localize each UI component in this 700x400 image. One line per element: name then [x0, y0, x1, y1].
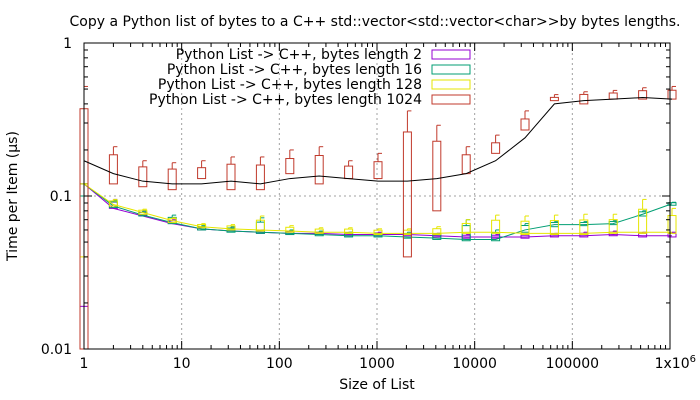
x-tick-label: 10000: [452, 356, 497, 372]
legend-swatch: [431, 79, 471, 90]
box-mark: [197, 167, 207, 180]
box-mark: [138, 166, 148, 188]
x-axis-label: Size of List: [339, 377, 415, 393]
y-tick-label: 0.1: [50, 189, 72, 205]
legend-swatch: [431, 49, 471, 60]
box-mark: [314, 155, 324, 185]
legend: Python List -> C++, bytes length 2Python…: [149, 47, 471, 108]
box-mark: [167, 168, 177, 191]
box-mark: [491, 142, 501, 154]
plot-area: [79, 85, 677, 350]
box-mark: [373, 161, 383, 180]
box-mark: [579, 93, 589, 105]
x-tick-label: 100000: [546, 356, 599, 372]
series-line: [83, 183, 673, 234]
series-2: [79, 183, 677, 258]
box-mark: [432, 140, 442, 212]
box-mark: [461, 154, 471, 175]
series-line: [83, 97, 673, 185]
chart-title: Copy a Python list of bytes to a C++ std…: [69, 14, 680, 30]
box-mark: [520, 118, 530, 131]
axis-ticks: 1 10 100 1000 10000 100000 1x106 0.01 0.1 1: [41, 36, 696, 372]
box-mark: [667, 215, 677, 234]
x-tick-label: 100: [266, 356, 293, 372]
legend-entry-label: Python List -> C++, bytes length 1024: [149, 92, 422, 108]
x-tick-label: 1: [80, 356, 89, 372]
box-mark: [285, 158, 295, 175]
box-mark: [608, 92, 618, 100]
y-tick-label: 0.01: [41, 342, 72, 358]
legend-entry-label: Python List -> C++, bytes length 16: [167, 62, 422, 78]
legend-entry-label: Python List -> C++, bytes length 2: [176, 47, 422, 63]
box-mark: [667, 89, 677, 100]
box-mark: [255, 164, 265, 191]
series-line: [83, 183, 673, 240]
x-tick-label: 10: [173, 356, 191, 372]
box-mark: [108, 154, 118, 185]
box-mark: [549, 96, 559, 102]
box-mark: [344, 165, 354, 180]
series-0: [79, 183, 677, 307]
grid: [84, 43, 670, 349]
y-axis-label: Time per Item (µs): [5, 131, 21, 262]
legend-swatch: [431, 64, 471, 75]
y-tick-label: 1: [63, 36, 72, 52]
legend-entry-label: Python List -> C++, bytes length 128: [158, 77, 422, 93]
legend-swatch: [431, 94, 471, 105]
box-mark: [226, 163, 236, 191]
x-tick-label: 1000: [359, 356, 395, 372]
x-tick-label: 1x106: [655, 354, 696, 372]
